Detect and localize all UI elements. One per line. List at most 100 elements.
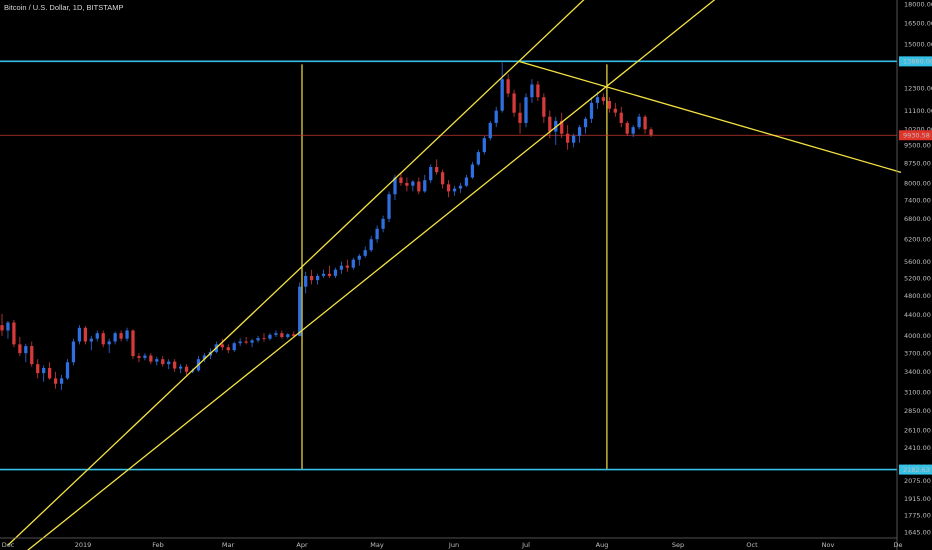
candle-body <box>292 334 296 336</box>
candle-body <box>512 93 516 113</box>
y-tick-label: 4000.00 <box>904 332 931 340</box>
candle-body <box>95 333 99 339</box>
current-price-label: 9930.58 <box>903 132 930 140</box>
y-tick-label: 5200.00 <box>904 274 931 282</box>
candle-body <box>12 322 16 345</box>
y-tick-label: 8750.00 <box>904 159 931 167</box>
candle-body <box>268 334 272 339</box>
y-tick-label: 4400.00 <box>904 311 931 319</box>
y-tick-label: 2075.00 <box>904 477 931 485</box>
candle-body <box>77 327 82 342</box>
candle-body <box>6 322 10 331</box>
y-tick-label: 8000.00 <box>904 179 931 187</box>
candle-body <box>250 340 254 343</box>
candle-body <box>464 177 469 186</box>
candle-body <box>393 177 397 195</box>
x-tick-label: May <box>370 541 384 549</box>
candle-body <box>607 100 611 109</box>
y-tick-label: 2850.00 <box>904 407 931 415</box>
candle-body <box>220 344 224 348</box>
candle-body <box>155 359 159 362</box>
candle-body <box>411 181 415 186</box>
candle-body <box>494 110 498 123</box>
candle-body <box>333 269 338 276</box>
candle-body <box>256 338 260 341</box>
candle-body <box>631 127 635 134</box>
candle-body <box>577 127 582 136</box>
candle-body <box>560 120 564 134</box>
candle-body <box>470 164 475 178</box>
current-price-label-bg <box>899 130 932 141</box>
y-tick-label: 18000.00 <box>904 0 932 8</box>
candle-body <box>327 273 332 276</box>
x-tick-label: Apr <box>296 541 308 549</box>
candle-body <box>542 97 546 117</box>
candle-body <box>625 122 629 134</box>
candle-body <box>232 343 236 351</box>
candle-body <box>30 346 34 365</box>
y-tick-label: 3400.00 <box>904 368 931 376</box>
y-tick-label: 16500.00 <box>904 20 932 28</box>
y-tick-label: 4800.00 <box>904 292 931 300</box>
candle-body <box>595 97 600 103</box>
candle-body <box>226 347 230 351</box>
candle-body <box>452 188 457 192</box>
candle-body <box>315 275 320 281</box>
candle-body <box>304 275 308 287</box>
candle-body <box>18 344 22 354</box>
candle-body <box>423 180 427 192</box>
candle-body <box>131 330 135 357</box>
candle-body <box>387 194 391 219</box>
candle-body <box>637 116 641 128</box>
candle-body <box>309 275 314 281</box>
candle-body <box>601 97 606 101</box>
y-tick-label: 15000.00 <box>904 41 932 49</box>
y-tick-label: 9500.00 <box>904 141 931 149</box>
candle-body <box>262 338 266 339</box>
candle-body <box>0 325 4 331</box>
y-tick-label: 6800.00 <box>904 215 931 223</box>
trendline-2 <box>27 0 716 550</box>
y-tick-label: 6200.00 <box>904 236 931 244</box>
candle-body <box>137 356 141 358</box>
y-tick-label: 7400.00 <box>904 196 931 204</box>
candle-body <box>530 84 534 98</box>
x-tick-label: Mar <box>222 541 235 549</box>
candle-body <box>566 133 570 143</box>
candle-body <box>244 341 248 343</box>
resistance-label-bg <box>899 56 932 67</box>
candle-body <box>24 346 28 354</box>
candle-body <box>524 97 528 123</box>
candle-body <box>381 218 385 229</box>
candle-body <box>321 273 326 276</box>
support-label: 2182.63 <box>903 466 930 474</box>
candle-body <box>405 182 409 186</box>
x-tick-label: 2019 <box>75 541 92 549</box>
x-tick-label: Feb <box>152 541 164 549</box>
candle-body <box>357 255 361 260</box>
candle-body <box>167 361 171 365</box>
candle-body <box>101 333 105 345</box>
candle-body <box>536 84 540 98</box>
y-tick-label: 3700.00 <box>904 349 931 357</box>
y-tick-label: 3100.00 <box>904 388 931 396</box>
candle-body <box>161 359 165 365</box>
candle-body <box>435 166 439 173</box>
trendline-1 <box>7 0 585 546</box>
candle-body <box>476 152 480 165</box>
resistance-label: 13880.00 <box>903 58 932 66</box>
candle-body <box>238 341 242 344</box>
candle-body <box>613 108 617 113</box>
x-tick-label: De <box>893 541 902 549</box>
candle-body <box>65 362 70 379</box>
y-tick-label: 2410.00 <box>904 444 931 452</box>
candle-body <box>345 265 349 268</box>
y-tick-label: 11100.00 <box>904 107 932 115</box>
candle-body <box>42 367 46 374</box>
candle-body <box>649 129 653 136</box>
candle-body <box>446 184 451 192</box>
candle-body <box>173 361 177 369</box>
candle-body <box>149 355 153 362</box>
candle-body <box>143 355 147 358</box>
